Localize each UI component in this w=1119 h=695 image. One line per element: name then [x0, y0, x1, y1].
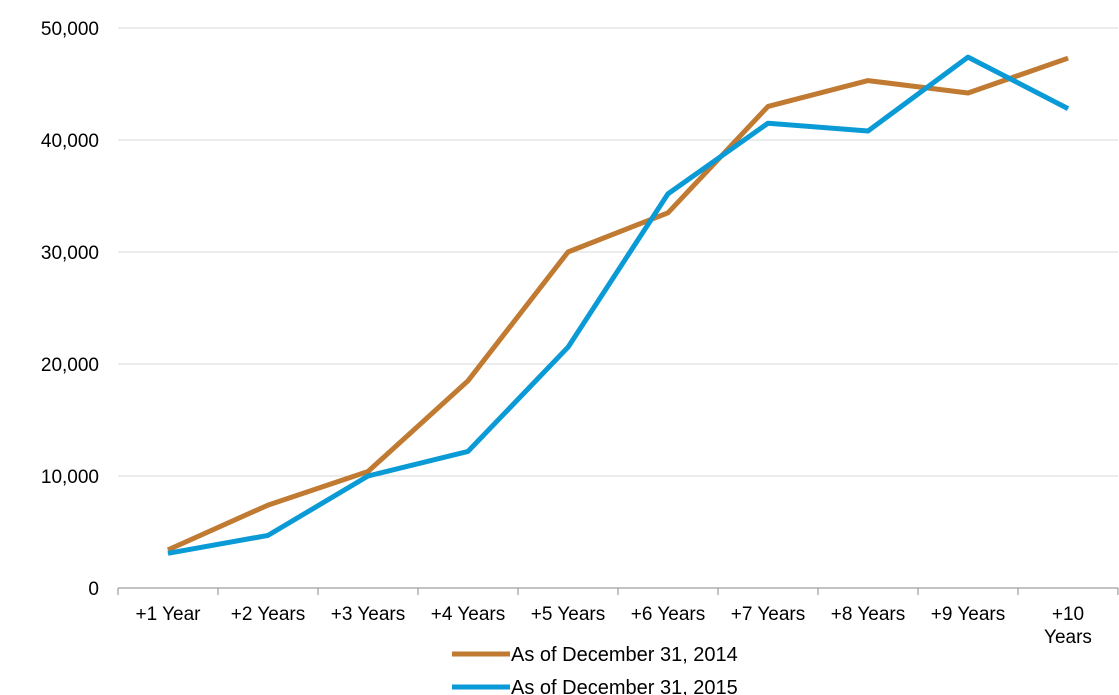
series-line-1	[166, 55, 1069, 553]
x-tick-label: +9 Years	[931, 604, 1006, 625]
data-point	[667, 212, 669, 214]
y-tick-label: 20,000	[41, 355, 99, 376]
y-tick-label: 40,000	[41, 131, 99, 152]
data-point	[967, 56, 969, 58]
data-point	[767, 105, 769, 107]
data-point	[567, 346, 569, 348]
y-tick-label: 30,000	[41, 243, 99, 264]
legend: As of December 31, 2014 As of December 31…	[452, 644, 738, 695]
data-point	[467, 380, 469, 382]
series-lines	[166, 54, 1070, 556]
data-point	[767, 122, 769, 124]
legend-label: As of December 31, 2014	[511, 644, 738, 666]
x-tick-label: +6 Years	[631, 604, 706, 625]
series-line-2	[167, 54, 1070, 556]
data-point	[967, 92, 969, 94]
x-tick-label: +5 Years	[531, 604, 606, 625]
data-point	[867, 130, 869, 132]
data-point	[667, 193, 669, 195]
y-tick-label: 10,000	[41, 467, 99, 488]
x-tick-label: +2 Years	[231, 604, 306, 625]
legend-label: As of December 31, 2015	[511, 677, 738, 695]
x-tick-label: +3 Years	[331, 604, 406, 625]
y-tick-label: 50,000	[41, 19, 99, 40]
y-axis: 0 10,000 20,000 30,000 40,000 50,000	[41, 19, 99, 600]
x-tick-label: +4 Years	[431, 604, 506, 625]
x-tick-label: +10 Years	[1044, 604, 1092, 648]
data-point	[567, 251, 569, 253]
data-point	[167, 552, 169, 554]
data-point	[467, 450, 469, 452]
data-point	[267, 534, 269, 536]
x-tick-label: +7 Years	[731, 604, 806, 625]
data-point	[167, 549, 169, 551]
x-tick-label: +1 Year	[136, 604, 202, 625]
x-tick-label: +8 Years	[831, 604, 906, 625]
x-axis: +1 Year +2 Years +3 Years +4 Years +5 Years +…	[117, 587, 1119, 648]
data-point	[1067, 57, 1069, 59]
data-point	[267, 504, 269, 506]
y-tick-label: 0	[88, 579, 99, 600]
data-point	[1067, 108, 1069, 110]
data-point	[367, 475, 369, 477]
gridlines	[118, 27, 1118, 477]
data-point	[867, 80, 869, 82]
data-point	[367, 471, 369, 473]
